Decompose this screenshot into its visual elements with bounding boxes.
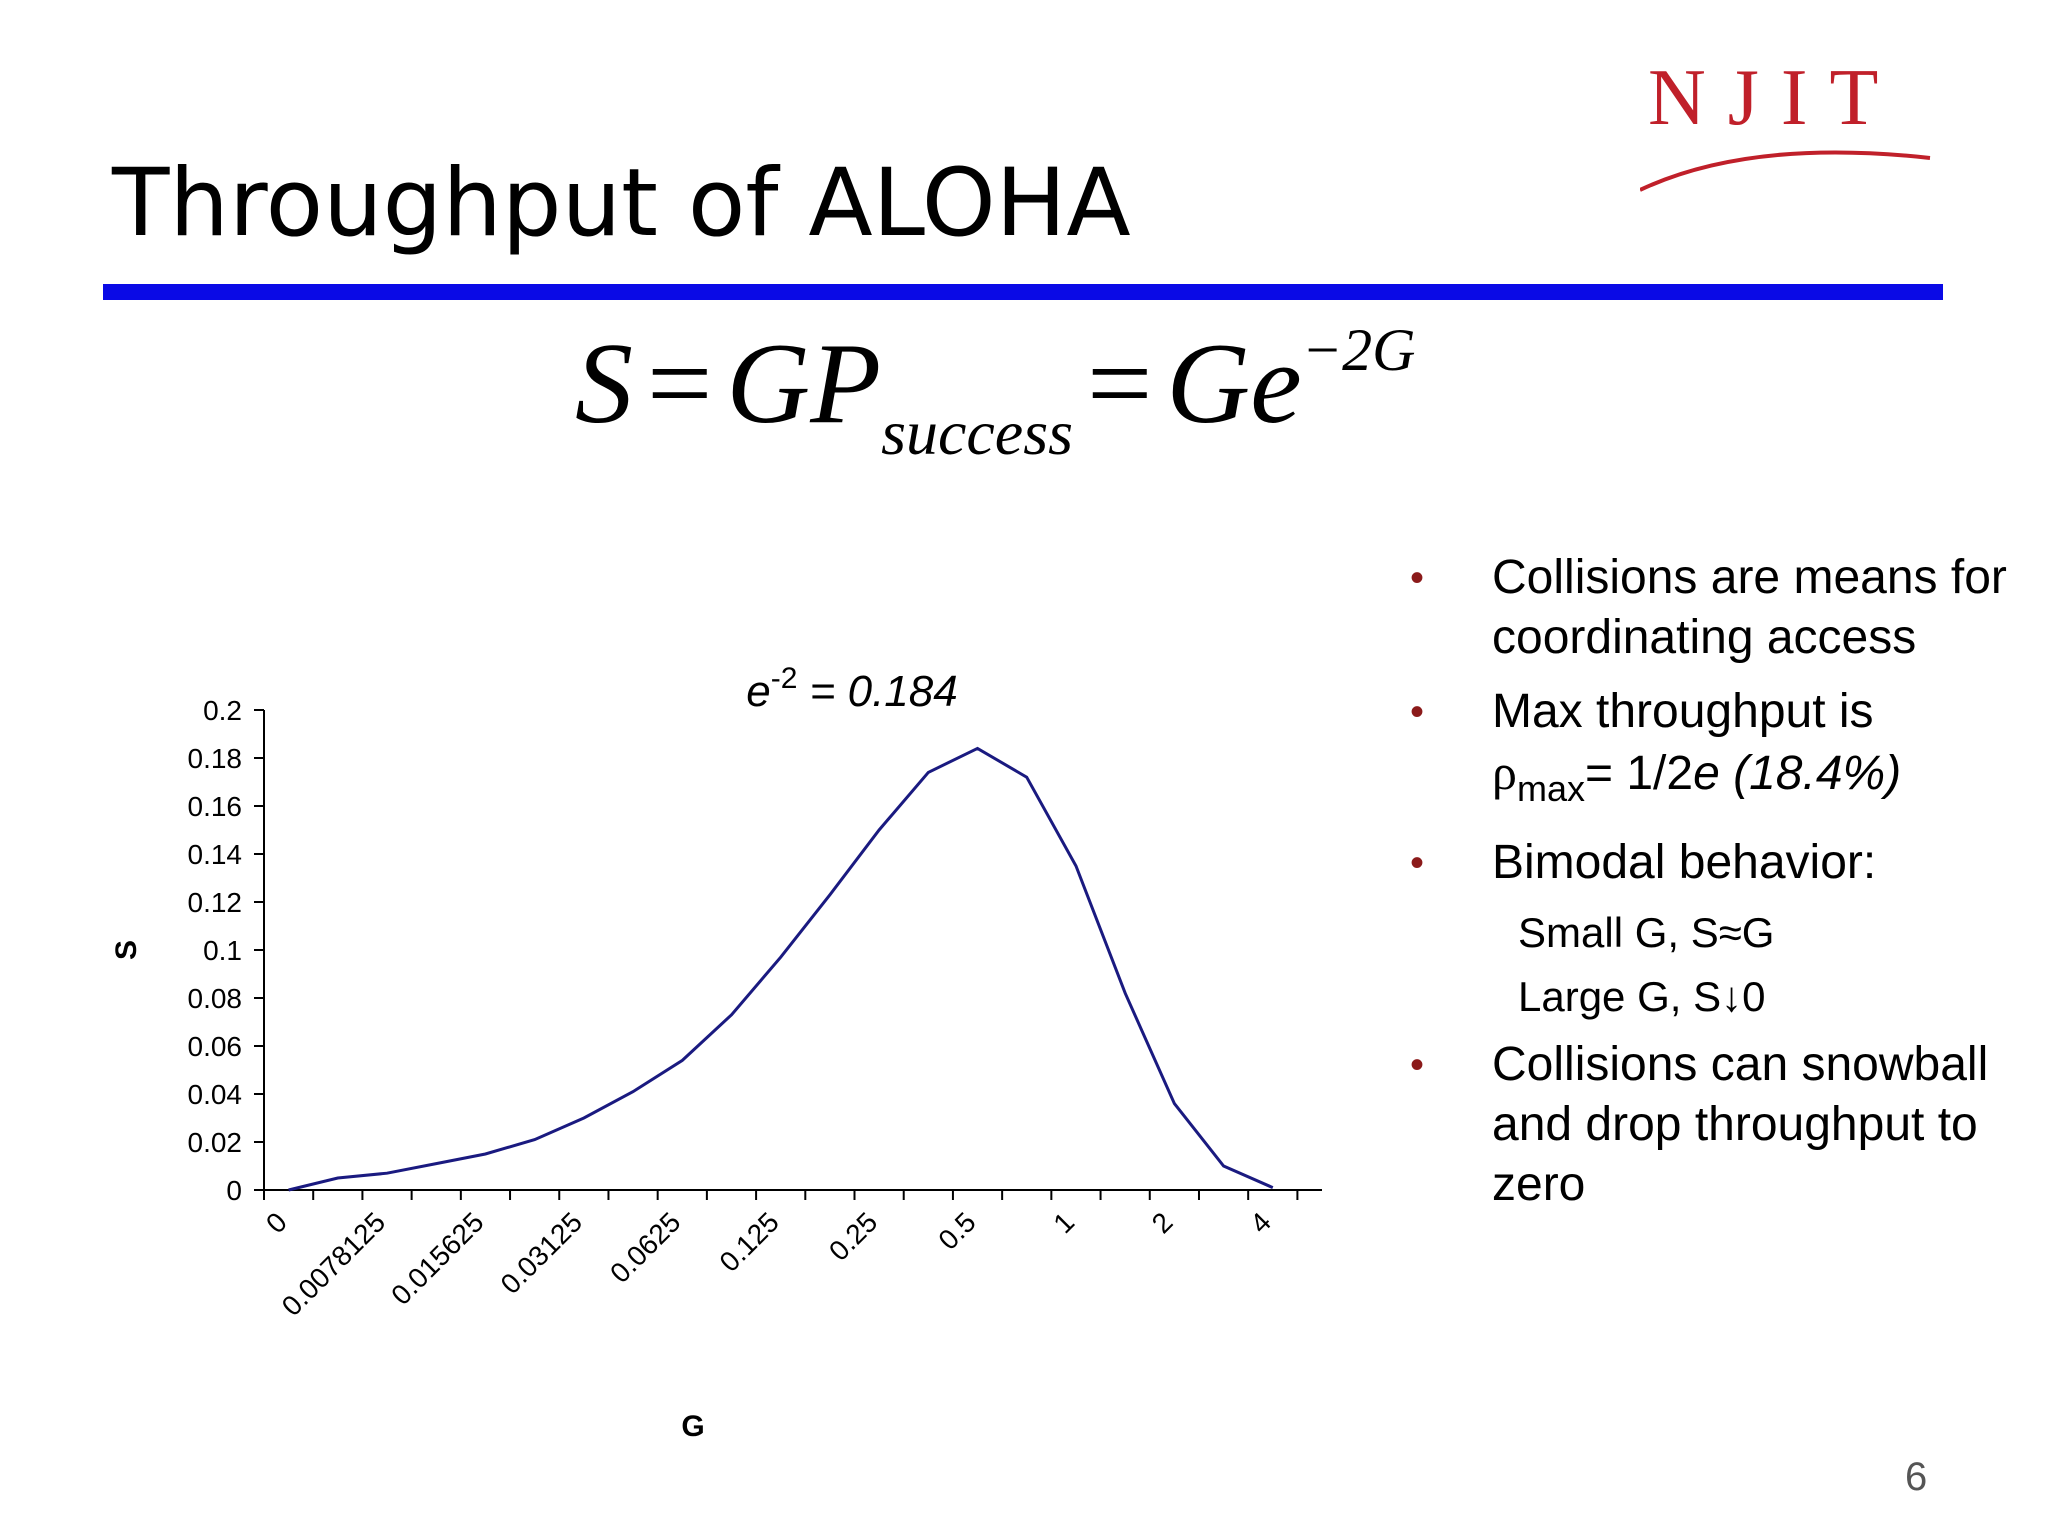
y-tick-label: 0.1 bbox=[203, 935, 242, 966]
peak-annotation: e-2 = 0.184 bbox=[746, 662, 957, 716]
bullet-item: • Max throughput is ρmax= 1/2e (18.4%) bbox=[1410, 682, 2048, 819]
bullet-prefix: Max throughput is bbox=[1492, 685, 1874, 738]
formula-mid-sub: success bbox=[881, 397, 1073, 468]
x-tick-label: 0.5 bbox=[932, 1206, 981, 1255]
formula-mid: GP bbox=[726, 320, 882, 448]
y-tick-label: 0.16 bbox=[188, 791, 243, 822]
x-tick-label: 2 bbox=[1146, 1206, 1179, 1239]
logo-text: NJIT bbox=[1648, 54, 1901, 142]
x-tick-label: 0.0078125 bbox=[276, 1206, 392, 1322]
x-tick-label: 0.0625 bbox=[604, 1206, 686, 1288]
x-tick-label: 4 bbox=[1244, 1206, 1277, 1239]
x-axis-label: G bbox=[681, 1410, 704, 1443]
bullet-dot: • bbox=[1410, 690, 1425, 734]
x-tick-label: 0.015625 bbox=[385, 1206, 490, 1311]
bullet-text: Bimodal behavior: bbox=[1492, 836, 1877, 889]
bullet-item: • Collisions are means for coordinating … bbox=[1410, 548, 2048, 668]
x-tick-label: 0 bbox=[260, 1206, 293, 1239]
bullet-eq: = 1/2 bbox=[1584, 747, 1694, 800]
y-tick-label: 0.18 bbox=[188, 743, 243, 774]
bullet-dot: • bbox=[1410, 841, 1425, 885]
y-tick-label: 0.08 bbox=[188, 983, 243, 1014]
annotation-exp: -2 bbox=[771, 662, 798, 695]
bullet-item: • Collisions can snowball and drop throu… bbox=[1410, 1035, 2048, 1215]
rho-symbol: ρ bbox=[1492, 744, 1517, 800]
annotation-value: = 0.184 bbox=[797, 667, 957, 716]
sub-bullet-item: Large G, S↓0 bbox=[1518, 973, 1766, 1020]
sub-bullet-item: Small G, S≈G bbox=[1518, 909, 1775, 956]
x-tick-label: 0.125 bbox=[713, 1206, 784, 1277]
title-rule bbox=[103, 284, 1943, 300]
formula-rhs: Ge bbox=[1166, 320, 1302, 448]
bullet-dot: • bbox=[1410, 1043, 1425, 1087]
y-tick-label: 0.02 bbox=[188, 1127, 243, 1158]
y-tick-label: 0 bbox=[226, 1175, 242, 1206]
y-tick-label: 0.12 bbox=[188, 887, 243, 918]
formula-lhs: S bbox=[575, 320, 633, 448]
throughput-chart: 0 0.02 0.04 0.06 0.08 0.1 0.12 0.14 0.16 0.18 0.2 0… bbox=[110, 662, 1322, 1443]
x-tick-label: 0.25 bbox=[823, 1206, 883, 1266]
formula-eq-1: = bbox=[647, 320, 713, 448]
njit-logo: NJIT bbox=[1640, 58, 1940, 198]
throughput-formula: S = GPsuccess = Ge−2G bbox=[575, 317, 1416, 465]
formula-rhs-sup: −2G bbox=[1301, 317, 1416, 383]
bullet-item: • Bimodal behavior: bbox=[1410, 833, 2048, 893]
y-tick-label: 0.04 bbox=[188, 1079, 243, 1110]
y-tick-label: 0.14 bbox=[188, 839, 243, 870]
y-tick-label: 0.06 bbox=[188, 1031, 243, 1062]
bullet-text: Collisions can snowball and drop through… bbox=[1492, 1038, 1989, 1211]
logo-swoosh-icon bbox=[1640, 150, 1931, 192]
bullet-e: e bbox=[1693, 747, 1720, 800]
x-tick-label: 0.03125 bbox=[495, 1206, 588, 1299]
rho-subscript: max bbox=[1516, 768, 1585, 809]
x-tick-label: 1 bbox=[1047, 1206, 1080, 1239]
slide-title: Throughput of ALOHA bbox=[112, 149, 1131, 258]
y-axis-label: S bbox=[110, 940, 143, 960]
y-tick-label: 0.2 bbox=[203, 695, 242, 726]
page-number: 6 bbox=[1905, 1455, 1928, 1499]
annotation-base: e bbox=[746, 667, 770, 716]
formula-eq-2: = bbox=[1087, 320, 1153, 448]
bullet-list: • Collisions are means for coordinating … bbox=[1410, 548, 2048, 1229]
bullet-dot: • bbox=[1410, 556, 1425, 600]
bullet-percent: (18.4%) bbox=[1719, 747, 1902, 800]
bullet-text: Collisions are means for coordinating ac… bbox=[1492, 551, 2007, 664]
series-line bbox=[288, 746, 1274, 1192]
